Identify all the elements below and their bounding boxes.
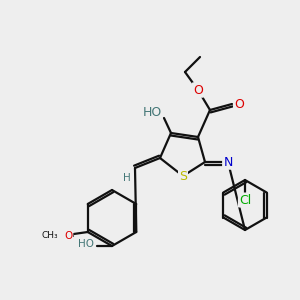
Text: HO: HO xyxy=(78,239,94,249)
Text: CH₃: CH₃ xyxy=(41,232,58,241)
Text: N: N xyxy=(223,155,233,169)
Text: O: O xyxy=(234,98,244,110)
Text: S: S xyxy=(179,169,187,182)
Text: Cl: Cl xyxy=(239,194,251,206)
Text: O: O xyxy=(234,98,244,110)
Text: O: O xyxy=(64,231,73,241)
Text: H: H xyxy=(123,173,131,183)
Text: O: O xyxy=(193,83,203,97)
Text: HO: HO xyxy=(142,106,162,119)
Text: S: S xyxy=(179,169,187,182)
Text: O: O xyxy=(193,83,203,97)
Text: N: N xyxy=(223,155,233,169)
